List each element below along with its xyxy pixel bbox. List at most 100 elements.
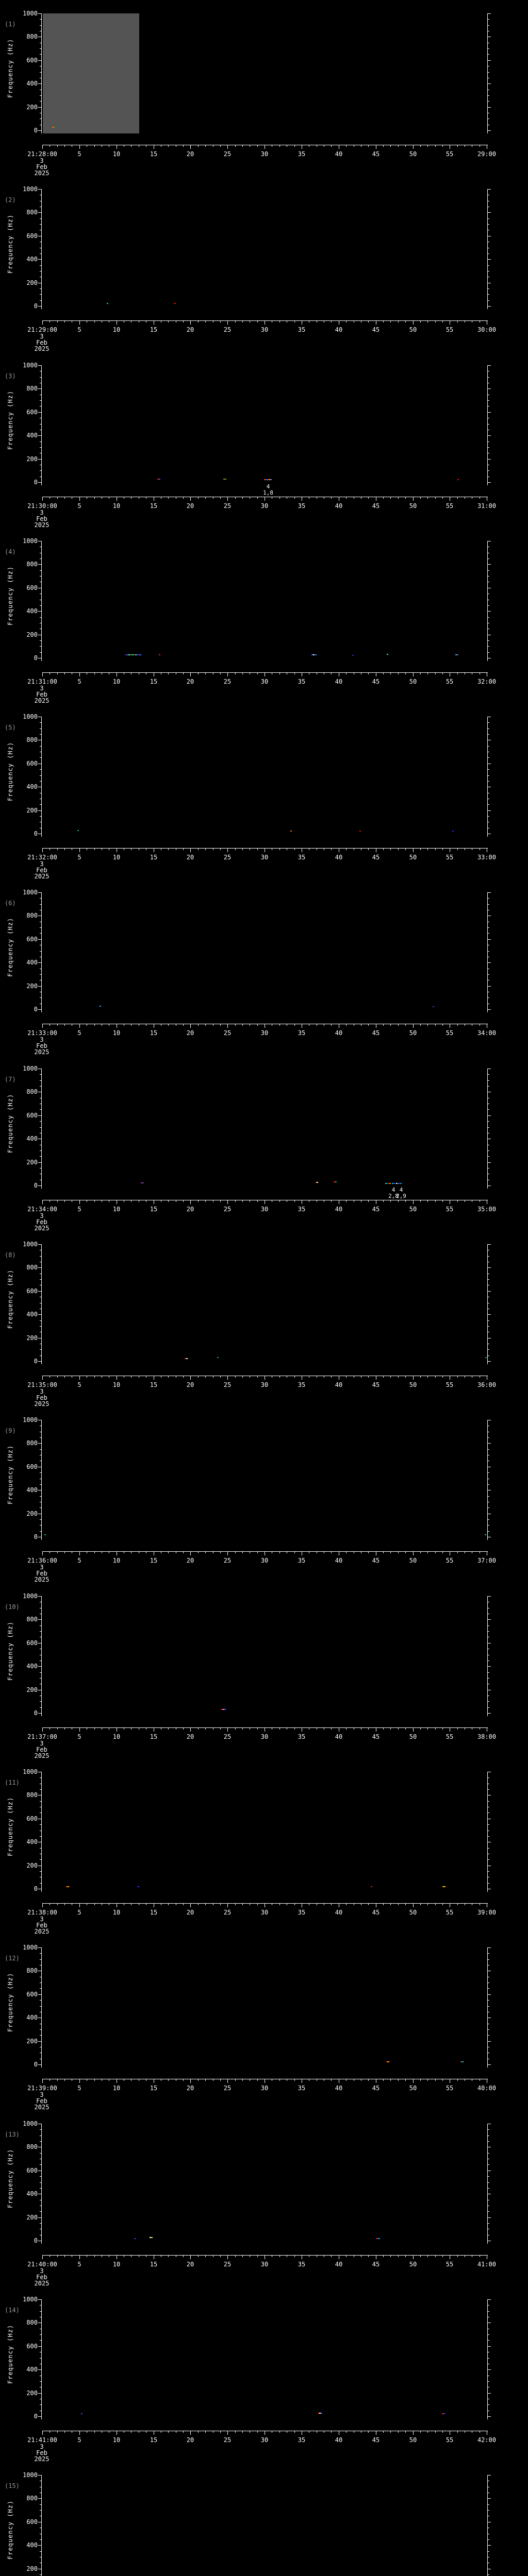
y-tick — [488, 974, 489, 975]
x-start-time-label: 21:39:00 — [27, 2084, 57, 2092]
y-tick — [40, 576, 41, 577]
y-tick — [488, 365, 491, 366]
spectrogram-panel-8: (8) Frequency (Hz) 0 200 400 600 800 1000 21:35:… — [0, 1231, 528, 1408]
x-axis-date-label: 3 — [40, 685, 44, 692]
y-tick — [488, 1086, 489, 1087]
y-tick — [38, 83, 41, 84]
x-tick — [435, 2256, 436, 2257]
x-tick — [331, 1728, 332, 1730]
x-tick — [205, 1376, 206, 1378]
x-tick — [279, 2256, 280, 2257]
y-tick — [488, 611, 491, 612]
x-tick — [435, 1024, 436, 1026]
y-axis-title: Frequency (Hz) — [7, 1269, 14, 1329]
x-axis-date-label: 2025 — [34, 2280, 50, 2287]
x-tick — [257, 1728, 258, 1730]
x-tick — [64, 1376, 65, 1378]
x-start-time-label: 21:34:00 — [27, 1206, 57, 1213]
x-tick — [42, 1376, 43, 1380]
y-tick — [488, 2129, 489, 2130]
x-tick — [427, 1552, 428, 1553]
y-tick — [488, 306, 491, 307]
y-tick — [38, 259, 41, 260]
x-tick — [198, 321, 199, 323]
event-marker — [455, 654, 457, 655]
x-tick-label: 15 — [150, 1557, 158, 1564]
y-tick — [488, 1437, 489, 1438]
x-tick — [368, 1200, 369, 1202]
x-tick — [420, 849, 421, 850]
x-tick — [405, 673, 406, 674]
x-tick-label: 20 — [186, 502, 194, 510]
y-tick — [488, 1678, 489, 1679]
x-tick — [227, 2256, 228, 2259]
y-tick — [40, 300, 41, 301]
x-tick-label: 5 — [77, 1557, 81, 1564]
y-tick-label: 1000 — [23, 362, 38, 369]
y-tick — [488, 1496, 489, 1497]
x-tick — [79, 1728, 80, 1732]
x-tick — [427, 145, 428, 147]
y-axis-right — [487, 13, 488, 133]
x-tick — [198, 1024, 199, 1026]
x-tick — [368, 1552, 369, 1553]
x-tick-label: 35 — [298, 2261, 306, 2268]
y-tick — [38, 412, 41, 413]
y-axis-title: Frequency (Hz) — [7, 2324, 14, 2384]
x-tick — [42, 1024, 43, 1028]
x-tick — [331, 1552, 332, 1553]
x-tick — [442, 1024, 443, 1026]
x-tick — [383, 2256, 384, 2257]
y-tick — [40, 640, 41, 641]
x-tick — [190, 1376, 191, 1380]
y-tick — [38, 365, 41, 366]
event-marker — [376, 2238, 377, 2239]
y-tick — [40, 218, 41, 219]
x-tick — [279, 1024, 280, 1026]
x-tick-label: 25 — [223, 2436, 232, 2444]
x-tick-label: 5 — [77, 1029, 81, 1037]
event-marker — [321, 2413, 322, 2414]
y-tick — [488, 2153, 489, 2154]
x-tick — [242, 145, 243, 147]
x-tick — [405, 2256, 406, 2257]
x-end-time-label: 30:00 — [477, 326, 497, 333]
x-tick — [331, 2431, 332, 2433]
x-tick — [64, 2256, 65, 2257]
event-marker — [290, 831, 292, 832]
x-start-time-label: 21:29:00 — [27, 326, 57, 333]
y-tick-label: 400 — [26, 2190, 38, 2197]
y-tick — [488, 1812, 489, 1813]
x-tick-label: 40 — [335, 1909, 343, 1916]
y-tick — [38, 1713, 41, 1714]
x-tick — [457, 1552, 458, 1553]
y-tick — [488, 2217, 491, 2218]
y-tick — [488, 617, 489, 618]
y-tick — [40, 2141, 41, 2142]
y-axis-right — [487, 1596, 488, 1716]
y-tick — [488, 1127, 489, 1128]
x-axis-date-label: 3 — [40, 2443, 44, 2450]
x-tick-label: 15 — [150, 1381, 158, 1388]
x-tick — [413, 2431, 414, 2435]
y-tick — [488, 1525, 489, 1526]
y-tick — [40, 816, 41, 817]
y-tick — [488, 2551, 489, 2552]
x-tick — [294, 849, 295, 850]
x-tick — [413, 1728, 414, 1732]
y-tick — [38, 1994, 41, 1995]
x-tick-label: 50 — [409, 678, 417, 685]
y-tick — [488, 1848, 489, 1849]
x-tick — [257, 321, 258, 323]
x-tick — [383, 1376, 384, 1378]
y-axis-left — [41, 365, 42, 485]
x-tick — [279, 2079, 280, 2081]
x-tick-label: 55 — [446, 1909, 454, 1916]
x-tick-label: 10 — [112, 1206, 121, 1213]
y-tick — [38, 986, 41, 987]
x-tick — [220, 321, 221, 323]
y-tick — [488, 482, 491, 483]
x-tick — [368, 321, 369, 323]
y-tick-label: 0 — [34, 1358, 38, 1365]
y-tick — [40, 933, 41, 934]
